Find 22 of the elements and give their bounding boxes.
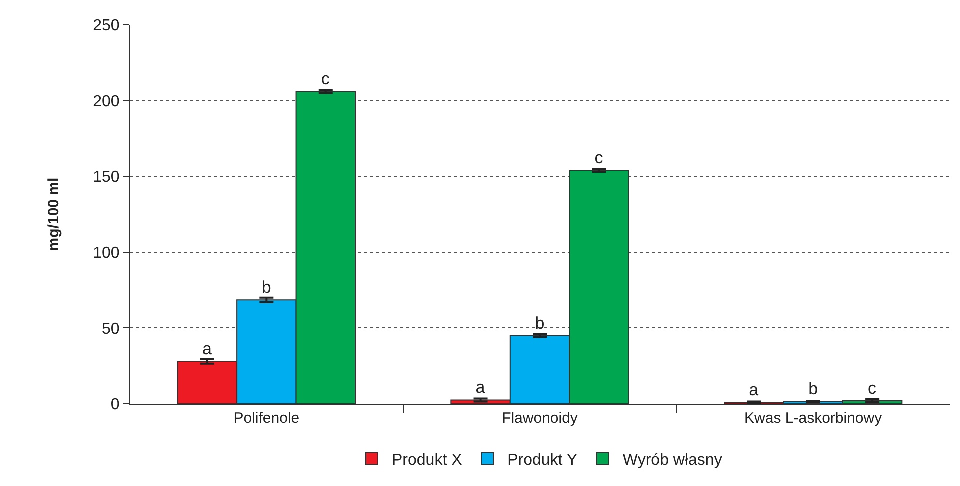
y-tick-label: 0 — [110, 396, 120, 414]
data-label: b — [262, 278, 272, 298]
y-tick-label: 250 — [93, 18, 120, 35]
data-label: c — [594, 148, 604, 168]
data-label: c — [321, 70, 330, 89]
y-tick-label: 200 — [93, 93, 120, 110]
y-tick-label: 100 — [93, 245, 120, 262]
data-label: c — [868, 378, 878, 398]
data-label: b — [808, 380, 818, 399]
x-tick-label: Kwas L-askorbinowy — [744, 410, 883, 427]
legend-label: Produkt Y — [508, 452, 578, 470]
x-tick-label: Polifenole — [234, 410, 300, 427]
data-label: a — [202, 340, 212, 359]
data-label: a — [749, 380, 760, 400]
data-label: a — [476, 378, 486, 398]
y-tick-label: 150 — [93, 169, 120, 186]
data-label: b — [535, 314, 545, 333]
legend-label: Produkt X — [392, 452, 463, 470]
y-tick-label: 50 — [102, 320, 120, 338]
y-axis-title: mg/100 ml — [45, 178, 62, 252]
x-tick-label: Flawonoidy — [502, 410, 578, 427]
legend-label: Wyrób własny — [622, 452, 722, 470]
